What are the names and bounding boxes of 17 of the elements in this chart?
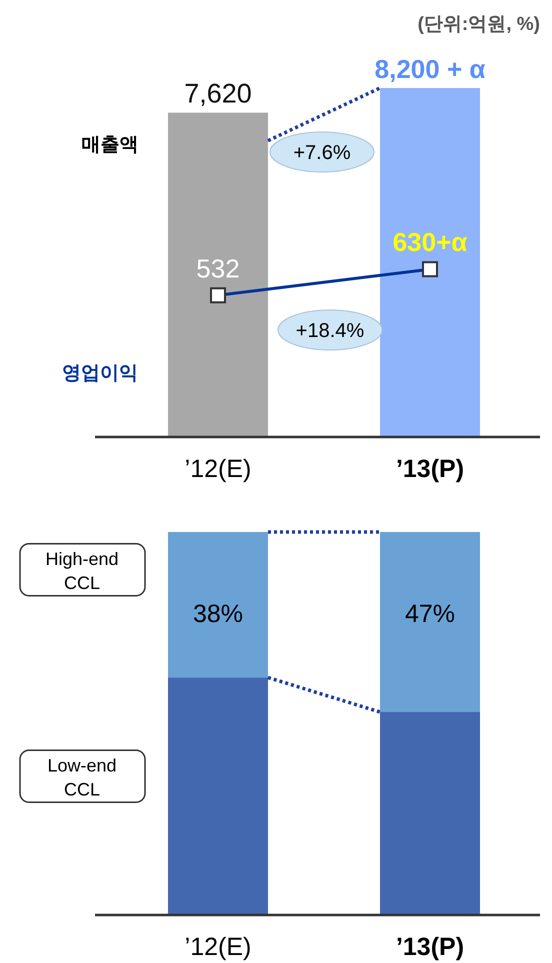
data-label: 7,620 bbox=[184, 78, 252, 109]
text: 영업이익 bbox=[62, 363, 138, 384]
annotation: +7.6% bbox=[293, 142, 351, 164]
text: High-end CCL bbox=[45, 548, 119, 593]
x-tick-label: ’13(P) bbox=[396, 933, 464, 961]
data-label: 630+α bbox=[392, 227, 468, 258]
data-label: 8,200 + α bbox=[374, 54, 486, 84]
text: Low-end CCL bbox=[47, 755, 117, 800]
series-label: 매출액 bbox=[82, 134, 138, 156]
data-label: 532 bbox=[196, 253, 240, 284]
annotation: +18.4% bbox=[296, 320, 364, 342]
x-tick-label: ’12(E) bbox=[184, 455, 252, 483]
data-label: 38% bbox=[192, 600, 244, 628]
data-label: 47% bbox=[404, 600, 456, 628]
x-tick-label: ’13(P) bbox=[396, 455, 464, 483]
x-tick-label: ’12(E) bbox=[184, 933, 252, 961]
text: (단위:억원, %) bbox=[418, 14, 540, 35]
